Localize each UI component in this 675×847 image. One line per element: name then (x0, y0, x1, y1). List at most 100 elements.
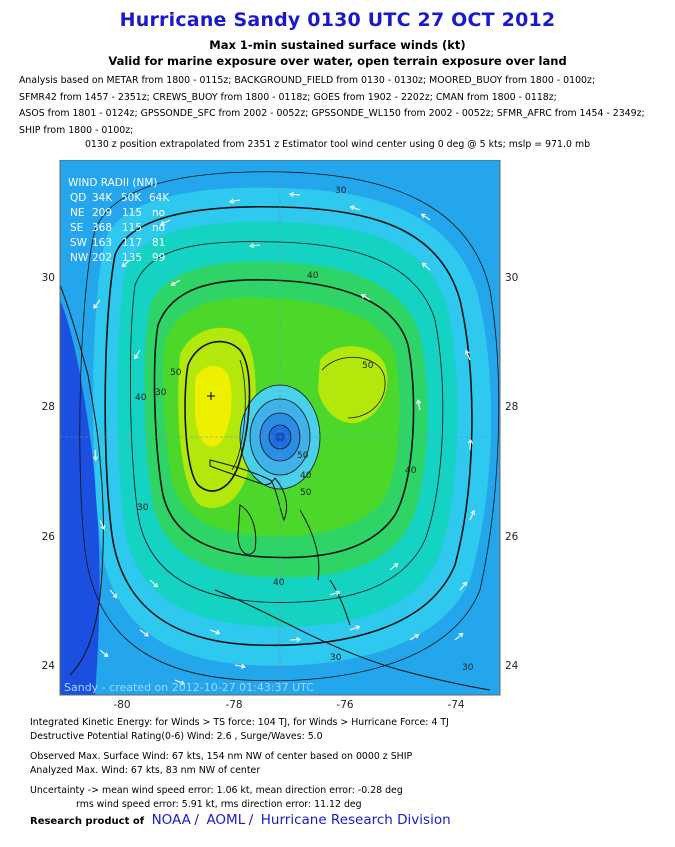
wind-vector (459, 582, 467, 591)
wind-vector (389, 563, 399, 571)
radii-value: 81 (152, 237, 165, 249)
wind-vector (329, 591, 340, 596)
abaco (271, 477, 288, 522)
page-title: Hurricane Sandy 0130 UTC 27 OCT 2012 (119, 9, 556, 31)
analysis-line: SFMR42 from 1457 - 2351z; CREWS_BUOY fro… (19, 91, 557, 103)
radii-value: 115 (122, 222, 142, 234)
contour-line-thin-mid (130, 241, 444, 603)
wind-vector-head (160, 220, 166, 226)
wind-vector (465, 350, 471, 361)
lat-tick-label: 24 (505, 660, 519, 672)
eleuthera (299, 509, 320, 581)
wind-vector-head (296, 637, 302, 643)
wind-vector-head (215, 629, 221, 635)
wind-vector (469, 510, 475, 521)
wind-vector (350, 206, 361, 211)
wind-vector-head (470, 509, 476, 515)
wind-vector-head (360, 293, 366, 299)
florida-low-wind (60, 300, 100, 695)
wind-vector (249, 244, 261, 247)
lon-tick-label: -76 (336, 699, 353, 710)
radii-value: no (152, 207, 165, 219)
contour-label: 40 (300, 471, 312, 481)
wind-vector-head (355, 625, 361, 631)
wind-vector (421, 213, 431, 221)
wind-vectors (92, 191, 476, 686)
lat-tick-label: 30 (42, 272, 55, 284)
link-noaa[interactable]: NOAA (151, 812, 191, 828)
radii-header-64k: 64K (149, 192, 170, 204)
observed-max-line: Observed Max. Surface Wind: 67 kts, 154 … (30, 751, 413, 762)
exuma (329, 579, 351, 626)
wind-vector (122, 259, 131, 267)
wind-vector (109, 589, 118, 598)
contour-band-55-east (318, 346, 388, 424)
wind-vector (454, 633, 463, 641)
lat-tick-label: 24 (42, 660, 56, 672)
wind-vector-head (458, 632, 464, 638)
map-frame (59, 160, 501, 696)
wind-vector-head (240, 663, 246, 669)
wind-vector (139, 629, 149, 637)
destructive-potential-line: Destructive Potential Rating(0-6) Wind: … (30, 731, 323, 742)
wind-vector-head (289, 191, 294, 198)
wind-vector-head (393, 562, 399, 568)
link-aoml[interactable]: AOML (206, 812, 246, 828)
wind-vector-head (421, 262, 427, 268)
contour-label: 30 (462, 663, 474, 673)
wind-vector-head (153, 582, 159, 588)
rms-error-line: rms wind speed error: 5.91 kt, rms direc… (76, 799, 362, 810)
wind-vector-head (467, 438, 474, 444)
radii-quadrant: NW (70, 252, 89, 264)
wind-vector (417, 400, 421, 411)
wind-vector (149, 579, 158, 588)
wind-vector (349, 626, 360, 631)
contour-label: 30 (335, 186, 347, 196)
contour-label: 40 (273, 578, 285, 588)
contour-line-ring-west-inner (231, 359, 246, 471)
created-label: Sandy - created on 2012-10-27 01:43:37 U… (64, 681, 314, 694)
lon-tick-labels-bottom: -80 -78 -76 -74 (113, 699, 464, 710)
credit-label: Research product of (30, 816, 145, 827)
lon-tick-label: -74 (447, 699, 464, 710)
position-note: 0130 z position extrapolated from 2351 z… (84, 139, 591, 150)
analyzed-max-line: Analyzed Max. Wind: 67 kts, 83 nm NW of … (30, 765, 261, 776)
wind-field: 30 40 50 50 40 40 30 30 30 40 50 50 40 3… (60, 160, 500, 695)
contour-label: 50 (297, 451, 309, 461)
wind-vector-head (134, 354, 139, 360)
credit-separator: / (248, 812, 254, 828)
wind-vector (93, 299, 101, 309)
lat-tick-labels-left: 30 28 26 24 (42, 272, 56, 672)
wind-vector-head (103, 652, 109, 658)
wind-vector (234, 664, 245, 668)
wind-vector (94, 449, 97, 461)
analysis-line: SHIP from 1800 - 0100z; (19, 124, 134, 136)
wind-vector (174, 679, 185, 685)
wind-vector-head (180, 680, 186, 686)
contour-band-60 (195, 365, 232, 447)
wind-vector-head (92, 456, 99, 461)
wind-vector-head (112, 593, 118, 599)
radii-value: 202 (92, 252, 112, 264)
subtitle-exposure: Valid for marine exposure over water, op… (108, 54, 567, 68)
wind-vector-head (420, 213, 426, 219)
lon-tick-label: -78 (225, 699, 242, 710)
lat-tick-label: 28 (42, 401, 55, 413)
radii-value: 117 (122, 237, 142, 249)
radii-value: 209 (92, 207, 112, 219)
wind-vector (469, 439, 472, 451)
contour-label: 50 (362, 361, 374, 371)
wind-vector (99, 519, 105, 530)
ike-line: Integrated Kinetic Energy: for Winds > T… (30, 717, 449, 728)
lon-tick-label: -80 (113, 699, 130, 710)
max-wind-marker (207, 392, 215, 400)
cuba-coast (214, 589, 491, 691)
wind-vector-head (464, 349, 470, 355)
wind-vector-head (414, 634, 420, 639)
contour-label: 50 (170, 368, 182, 378)
wind-vector-head (349, 205, 355, 211)
wind-vector (422, 262, 431, 271)
radii-quadrant: NE (70, 207, 85, 219)
wind-vector-head (229, 198, 235, 204)
link-hrd[interactable]: Hurricane Research Division (260, 812, 451, 828)
